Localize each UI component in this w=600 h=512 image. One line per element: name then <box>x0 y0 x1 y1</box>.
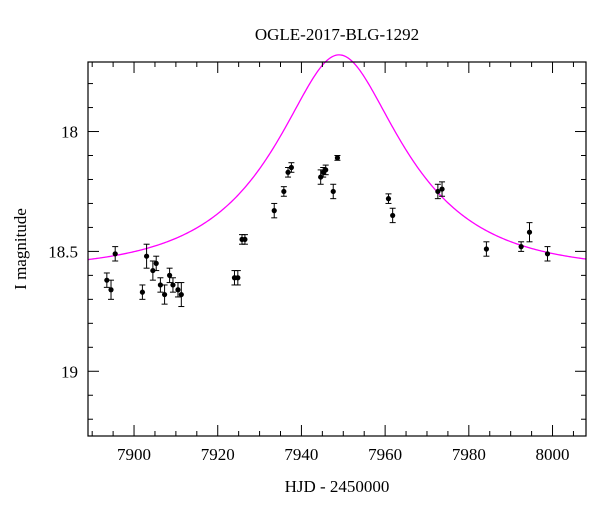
data-marker <box>150 267 156 274</box>
data-point <box>280 186 287 197</box>
y-tick-label: 19 <box>61 362 78 381</box>
data-point <box>234 270 241 286</box>
chart-title: OGLE-2017-BLG-1292 <box>255 25 419 44</box>
x-axis-label: HJD - 2450000 <box>285 477 390 496</box>
data-point <box>330 183 337 200</box>
data-point <box>166 267 173 284</box>
x-tick-label: 7980 <box>452 445 486 464</box>
data-marker <box>112 251 118 257</box>
data-marker <box>334 155 341 161</box>
data-marker <box>281 188 287 195</box>
data-marker <box>143 253 150 259</box>
data-marker <box>178 291 184 298</box>
x-tick-label: 7940 <box>284 445 318 464</box>
data-point <box>108 279 115 300</box>
data-marker <box>157 282 163 288</box>
data-point <box>334 155 341 161</box>
data-marker <box>285 169 291 175</box>
data-marker <box>390 212 396 219</box>
data-point <box>143 243 150 269</box>
y-tick-label: 18.5 <box>48 242 78 261</box>
data-marker <box>518 244 524 250</box>
data-point <box>271 202 278 219</box>
tick-marks <box>88 62 586 436</box>
data-point <box>389 207 396 224</box>
axes-layer <box>87 61 587 437</box>
data-points-layer <box>103 155 551 308</box>
data-marker <box>104 277 110 283</box>
data-point <box>103 272 110 288</box>
data-marker <box>323 167 329 173</box>
data-point <box>157 277 164 293</box>
data-marker <box>175 287 181 293</box>
data-point <box>174 282 181 298</box>
model-curve <box>87 54 587 261</box>
data-marker <box>235 275 241 281</box>
data-point <box>112 246 119 262</box>
data-point <box>518 241 525 252</box>
x-tick-label: 8000 <box>536 445 570 464</box>
model-curve-layer <box>87 54 587 261</box>
data-point <box>322 164 329 176</box>
data-marker <box>170 282 176 288</box>
data-point <box>526 222 533 243</box>
data-marker <box>439 186 445 192</box>
y-tick-label: 18 <box>61 123 78 142</box>
data-marker <box>108 287 114 293</box>
data-marker <box>153 260 159 266</box>
data-point <box>288 162 295 173</box>
data-marker <box>139 289 146 295</box>
data-point <box>153 255 160 272</box>
data-point <box>139 284 146 300</box>
data-marker <box>161 291 168 298</box>
x-tick-label: 7900 <box>117 445 151 464</box>
data-marker <box>385 196 392 202</box>
data-marker <box>288 164 294 171</box>
x-tick-label: 7920 <box>201 445 235 464</box>
data-point <box>434 183 441 200</box>
data-marker <box>242 236 248 243</box>
data-marker <box>526 229 533 235</box>
data-point <box>169 277 176 293</box>
data-point <box>483 241 490 257</box>
data-point <box>544 246 551 262</box>
data-marker <box>167 272 173 278</box>
data-marker <box>435 188 441 195</box>
data-point <box>149 260 156 281</box>
data-marker <box>544 251 551 257</box>
y-axis-label: I magnitude <box>11 208 30 290</box>
data-marker <box>483 246 489 252</box>
data-point <box>178 282 185 308</box>
data-point <box>439 181 446 197</box>
plot-frame <box>87 61 587 437</box>
data-point <box>241 234 248 245</box>
data-point <box>385 193 392 204</box>
data-marker <box>271 208 277 214</box>
data-marker <box>330 188 336 195</box>
data-point <box>161 284 168 305</box>
x-tick-labels: 7900 7920 7940 7960 7980 8000 <box>117 445 569 464</box>
x-tick-label: 7960 <box>368 445 402 464</box>
y-tick-labels: 18 18.5 19 <box>48 123 78 382</box>
